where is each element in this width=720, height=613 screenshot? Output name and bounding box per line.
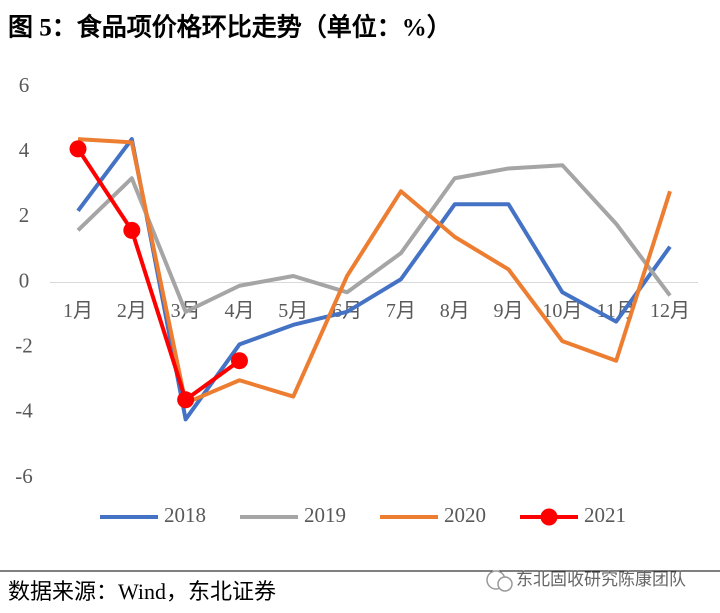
series-line — [76, 147, 241, 402]
x-tick-label: 9月 — [494, 300, 524, 322]
legend-label: 2018 — [164, 503, 206, 527]
series-line — [77, 137, 672, 406]
x-tick-label: 12月 — [650, 300, 690, 322]
legend-label: 2020 — [444, 503, 486, 527]
x-tick-label: 8月 — [440, 300, 470, 322]
y-tick-label: 6 — [19, 73, 30, 97]
x-tick-label: 7月 — [386, 300, 416, 322]
y-tick-label: 2 — [19, 203, 30, 227]
legend-marker — [540, 508, 558, 526]
x-tick-label: 4月 — [224, 300, 254, 322]
data-point — [230, 352, 248, 370]
y-tick-label: -2 — [15, 333, 33, 357]
x-tick-label: 1月 — [63, 300, 93, 322]
legend-label: 2019 — [304, 503, 346, 527]
watermark: 东北固收研究陈康团队 — [516, 570, 686, 590]
data-point — [123, 221, 141, 239]
y-tick-label: -4 — [15, 399, 33, 423]
x-tick-label: 5月 — [278, 300, 308, 322]
series-line — [76, 163, 672, 314]
chart-title: 图 5：食品项价格环比走势（单位：%） — [8, 13, 452, 42]
legend-label: 2021 — [584, 503, 626, 527]
x-tick-label: 2月 — [117, 300, 147, 322]
data-point — [69, 140, 87, 158]
watermark-icon — [486, 570, 513, 592]
y-tick-label: 0 — [19, 268, 30, 292]
x-tick-label: 10月 — [542, 300, 582, 322]
source: 数据来源：Wind，东北证券 — [8, 579, 276, 604]
y-tick-label: -6 — [15, 464, 33, 488]
y-tick-label: 4 — [19, 138, 30, 162]
data-point — [177, 391, 195, 409]
